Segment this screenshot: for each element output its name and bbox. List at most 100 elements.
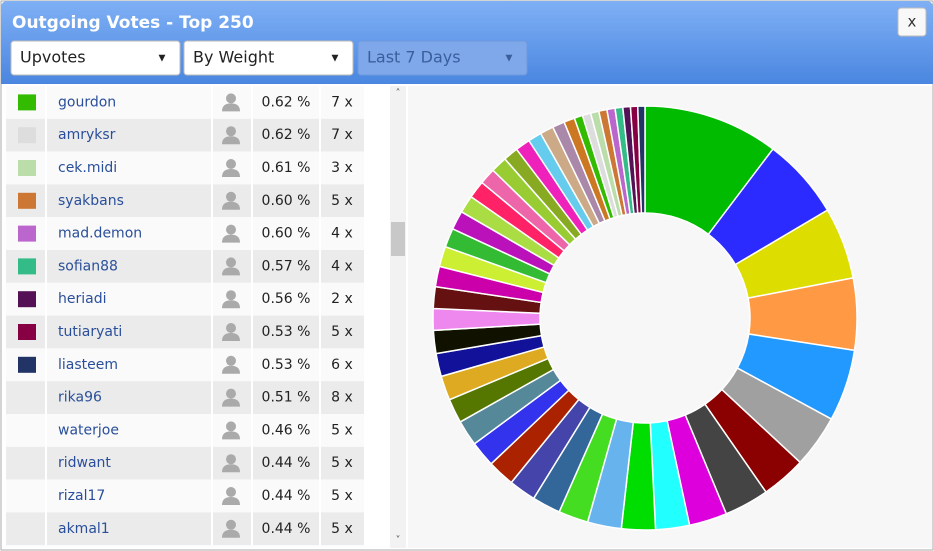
vote-count: 5 x: [331, 455, 353, 471]
user-icon: [226, 126, 236, 137]
row-background[interactable]: [6, 512, 364, 546]
user-icon: [222, 497, 240, 505]
voter-name[interactable]: heriadi: [58, 291, 107, 307]
dropdown-arrow[interactable]: ▼: [506, 54, 513, 64]
row-background[interactable]: [6, 184, 364, 218]
vote-count: 7 x: [331, 127, 353, 143]
vote-percent: 0.44 %: [262, 455, 311, 471]
voter-name[interactable]: sofian88: [58, 258, 118, 274]
voter-name[interactable]: syakbans: [58, 193, 124, 209]
vote-count: 5 x: [331, 422, 353, 438]
color-swatch: [18, 324, 36, 340]
scroll-up[interactable]: ˄: [396, 87, 401, 99]
color-swatch: [18, 160, 36, 176]
user-icon: [226, 454, 236, 465]
row-background[interactable]: [6, 86, 364, 119]
voter-name[interactable]: amryksr: [58, 127, 116, 143]
dropdown-label[interactable]: By Weight: [193, 48, 274, 67]
vote-percent: 0.56 %: [262, 291, 311, 307]
user-icon: [222, 234, 240, 243]
row-background[interactable]: [6, 414, 364, 447]
vote-percent: 0.44 %: [262, 521, 311, 537]
vote-percent: 0.53 %: [262, 324, 311, 340]
vote-count: 5 x: [331, 521, 353, 537]
vote-percent: 0.51 %: [262, 390, 311, 406]
user-icon: [222, 333, 240, 341]
voter-name[interactable]: gourdon: [58, 94, 116, 110]
user-icon: [222, 201, 240, 210]
user-icon: [222, 365, 240, 374]
vote-percent: 0.60 %: [262, 193, 311, 209]
row-background[interactable]: [6, 348, 364, 382]
vote-count: 3 x: [331, 160, 353, 176]
voter-name[interactable]: akmal1: [58, 521, 110, 537]
voter-name[interactable]: liasteem: [58, 357, 118, 373]
scroll-down[interactable]: ˅: [396, 534, 401, 546]
vote-count: 8 x: [331, 390, 353, 406]
user-icon: [226, 159, 236, 169]
user-icon: [226, 290, 236, 301]
row-background[interactable]: [6, 381, 364, 414]
user-icon: [222, 398, 240, 407]
vote-count: 7 x: [331, 94, 353, 110]
voter-name[interactable]: rika96: [58, 390, 102, 406]
voter-name[interactable]: tutiaryati: [58, 324, 122, 340]
user-icon: [222, 136, 240, 145]
user-icon: [222, 431, 240, 440]
donut-segment[interactable]: [636, 105, 646, 214]
vote-percent: 0.46 %: [262, 422, 311, 438]
user-icon: [222, 103, 240, 112]
vote-count: 4 x: [331, 258, 353, 274]
dropdown-arrow[interactable]: ▼: [159, 54, 166, 64]
vote-count: 4 x: [331, 226, 353, 242]
row-background[interactable]: [6, 446, 364, 480]
user-icon: [222, 464, 240, 473]
row-background[interactable]: [6, 151, 364, 185]
row-background[interactable]: [6, 282, 364, 316]
vote-percent: 0.62 %: [262, 94, 311, 110]
row-background[interactable]: [6, 315, 364, 349]
vote-percent: 0.60 %: [262, 226, 311, 242]
vote-percent: 0.62 %: [262, 127, 311, 143]
row-background[interactable]: [6, 217, 364, 250]
user-icon: [222, 529, 240, 538]
color-swatch: [18, 94, 36, 111]
row-background[interactable]: [6, 118, 364, 152]
dropdown-arrow[interactable]: ▼: [332, 54, 339, 64]
row-background[interactable]: [6, 479, 364, 513]
scroll-thumb[interactable]: [391, 222, 405, 256]
dropdown[interactable]: [183, 40, 354, 76]
dropdown-label[interactable]: Last 7 Days: [367, 48, 461, 67]
voter-name[interactable]: waterjoe: [58, 422, 119, 438]
user-icon: [226, 323, 236, 333]
row-background[interactable]: [6, 250, 364, 283]
vote-percent: 0.61 %: [262, 160, 311, 176]
user-icon: [226, 388, 236, 399]
color-swatch: [18, 225, 36, 242]
vote-percent: 0.44 %: [262, 488, 311, 504]
vote-count: 6 x: [331, 357, 353, 373]
user-icon: [222, 300, 240, 309]
dropdown[interactable]: [357, 40, 528, 76]
close-button[interactable]: [897, 7, 927, 37]
vote-count: 5 x: [331, 193, 353, 209]
voter-name[interactable]: rizal17: [58, 488, 105, 504]
color-swatch: [18, 291, 36, 308]
user-icon: [226, 355, 236, 366]
user-icon: [226, 257, 236, 268]
close-label[interactable]: x: [908, 13, 917, 31]
user-icon: [226, 421, 236, 432]
voter-name[interactable]: cek.midi: [58, 160, 117, 176]
scrollbar[interactable]: [390, 86, 406, 548]
user-icon: [226, 224, 236, 235]
dropdown-label[interactable]: Upvotes: [20, 48, 86, 67]
user-icon: [222, 169, 240, 177]
color-swatch: [18, 127, 36, 144]
vote-count: 2 x: [331, 291, 353, 307]
user-icon: [222, 267, 240, 276]
voter-name[interactable]: ridwant: [58, 455, 111, 471]
voter-name[interactable]: mad.demon: [58, 226, 142, 242]
dropdown[interactable]: [10, 40, 181, 76]
